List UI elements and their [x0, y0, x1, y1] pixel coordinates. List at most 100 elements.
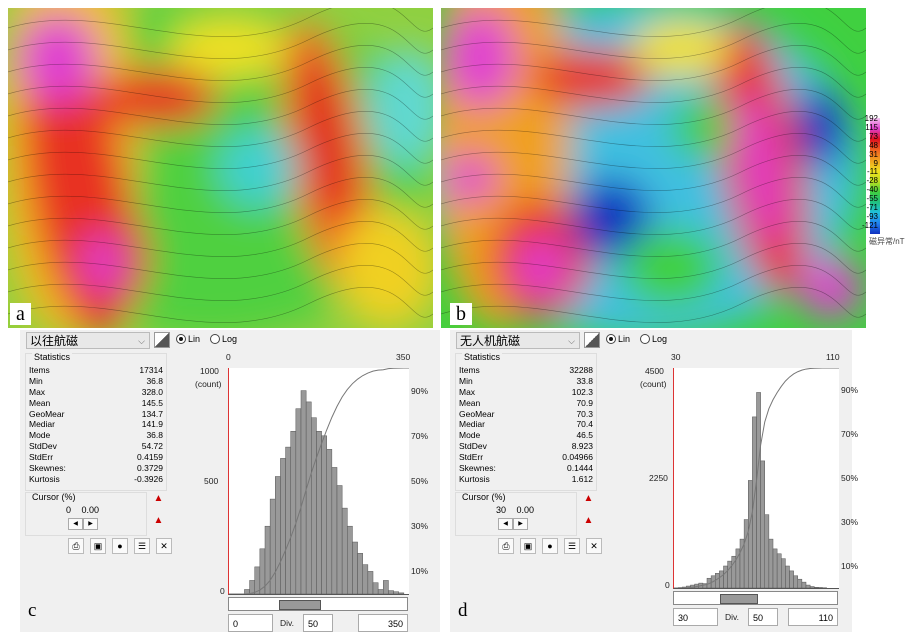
stat-name: Max [29, 386, 46, 397]
color-icon[interactable]: ● [542, 538, 558, 554]
clear-icon[interactable]: ✕ [156, 538, 172, 554]
x-axis-max: 350 [396, 352, 411, 362]
dataset-select[interactable]: 无人机航磁 ⌵ [456, 332, 580, 349]
boxplot[interactable] [720, 594, 759, 604]
image-icon[interactable]: ▣ [520, 538, 536, 554]
div-input[interactable]: 50 [303, 614, 333, 632]
stat-value: 33.8 [576, 375, 593, 386]
div-label: Div. [725, 612, 740, 622]
histogram-bar [785, 565, 790, 589]
statistics-group: Statistics Items 32288 Min 33.8 Max 102.3 Mean 7… [455, 352, 597, 491]
y-axis-max: 4500 [645, 366, 664, 376]
lin-label: Lin [188, 334, 201, 344]
print-icon[interactable]: ⎙ [68, 538, 84, 554]
stat-name: Mediar [459, 419, 485, 430]
stat-row: Items 32288 [456, 365, 596, 376]
chevron-down-icon: ⌵ [138, 336, 145, 346]
color-icon[interactable]: ● [112, 538, 128, 554]
histogram-query-icon[interactable]: ▲ [153, 493, 164, 504]
histogram-bar [801, 581, 807, 589]
print-icon[interactable]: ⎙ [498, 538, 514, 554]
clear-icon[interactable]: ✕ [586, 538, 602, 554]
histogram-query-icon[interactable]: ▲ [583, 493, 594, 504]
stat-row: Mean 145.5 [26, 398, 166, 409]
div-input[interactable]: 50 [748, 608, 778, 626]
stat-value: 32288 [569, 365, 593, 375]
percent-tick: 70% [411, 430, 429, 441]
histogram-bar [756, 392, 761, 589]
colorbar-label: 磁异常/nT [869, 237, 905, 246]
cursor-right-button[interactable]: ▶ [83, 518, 98, 530]
dataset-select[interactable]: 以往航磁 ⌵ [26, 332, 150, 349]
stat-value: 70.3 [576, 408, 593, 419]
stat-row: Mediar 70.4 [456, 419, 596, 430]
cursor-readout: 0 0.00 [66, 505, 99, 515]
colorbar-ticks: 192 115 73 48 31 9 -11 -28 -40 -55 -71 -93 -121 [848, 114, 878, 231]
cursor-value: 0.00 [81, 505, 100, 515]
panel-label-b: b [450, 303, 472, 325]
stat-row: Max 328.0 [26, 387, 166, 398]
histogram-bar [321, 435, 327, 595]
statistics-group: Statistics Items 17314 Min 36.8 Max 328.0 Mean 1… [25, 352, 167, 491]
stat-row: Mode 46.5 [456, 430, 596, 441]
color-toggle-button[interactable] [584, 332, 600, 348]
stat-value: 141.9 [141, 419, 163, 430]
histogram-mark-icon[interactable]: ▲ [583, 515, 594, 526]
stat-row: GeoMear 134.7 [26, 409, 166, 420]
log-label: Log [222, 334, 238, 344]
range-slider[interactable] [673, 591, 838, 605]
cursor-arrows: ◀ ▶ [498, 518, 528, 530]
histogram-bar [752, 416, 757, 589]
log-radio[interactable]: Log [640, 334, 667, 344]
histogram-bar [336, 485, 343, 595]
min-input[interactable]: 30 [673, 608, 718, 626]
histogram-mark-icon[interactable]: ▲ [153, 515, 164, 526]
stat-name: Mediar [29, 419, 55, 430]
histogram-bar [341, 507, 348, 595]
stat-name: Skewnes: [459, 463, 496, 474]
histogram-bar [311, 417, 317, 595]
image-icon[interactable]: ▣ [90, 538, 106, 554]
percent-tick: 30% [411, 521, 429, 532]
stat-row: Min 36.8 [26, 376, 166, 387]
stat-row: Kurtosis -0.3926 [26, 474, 166, 485]
histogram-bar [797, 578, 803, 589]
max-input[interactable]: 350 [358, 614, 408, 632]
colorbar-tick: 9 [873, 158, 878, 168]
histogram-bar [377, 589, 384, 595]
dataset-name: 以往航磁 [30, 334, 79, 348]
stat-row: Mediar 141.9 [26, 419, 166, 430]
histogram-bar [285, 446, 291, 595]
radio-on-icon [606, 334, 616, 344]
boxplot[interactable] [279, 600, 321, 610]
table-icon[interactable]: ☰ [134, 538, 150, 554]
x-axis-min: 0 [226, 352, 231, 362]
percent-tick: 70% [841, 429, 859, 439]
histogram-bar [743, 519, 749, 589]
min-input[interactable]: 0 [228, 614, 273, 632]
histogram-svg [674, 367, 839, 589]
cursor-left-button[interactable]: ◀ [68, 518, 83, 530]
cursor-group: Cursor (%) 30 0.00 ◀ ▶ [455, 492, 577, 536]
stat-row: StdErr 0.4159 [26, 452, 166, 463]
stat-name: Mode [29, 430, 51, 441]
range-slider[interactable] [228, 597, 408, 611]
cumulative-curve [229, 367, 409, 595]
lin-radio[interactable]: Lin [606, 334, 630, 344]
max-input[interactable]: 110 [788, 608, 838, 626]
panel-label-c: c [28, 600, 37, 621]
histogram-bar [805, 584, 811, 589]
table-icon[interactable]: ☰ [564, 538, 580, 554]
histogram-bar [305, 401, 312, 595]
percent-tick: 30% [841, 517, 859, 527]
stat-row: Items 17314 [26, 365, 166, 376]
histogram-panel-d: 无人机航磁 ⌵ Lin Log Statistics Items 32288 Min 33.8 M… [450, 330, 858, 632]
stat-row: Mode 36.8 [26, 430, 166, 441]
histogram-bar [352, 541, 358, 595]
stat-name: Items [459, 365, 480, 375]
color-toggle-button[interactable] [154, 332, 170, 348]
cursor-left-button[interactable]: ◀ [498, 518, 513, 530]
log-radio[interactable]: Log [210, 334, 237, 344]
lin-radio[interactable]: Lin [176, 334, 200, 344]
cursor-right-button[interactable]: ▶ [513, 518, 528, 530]
